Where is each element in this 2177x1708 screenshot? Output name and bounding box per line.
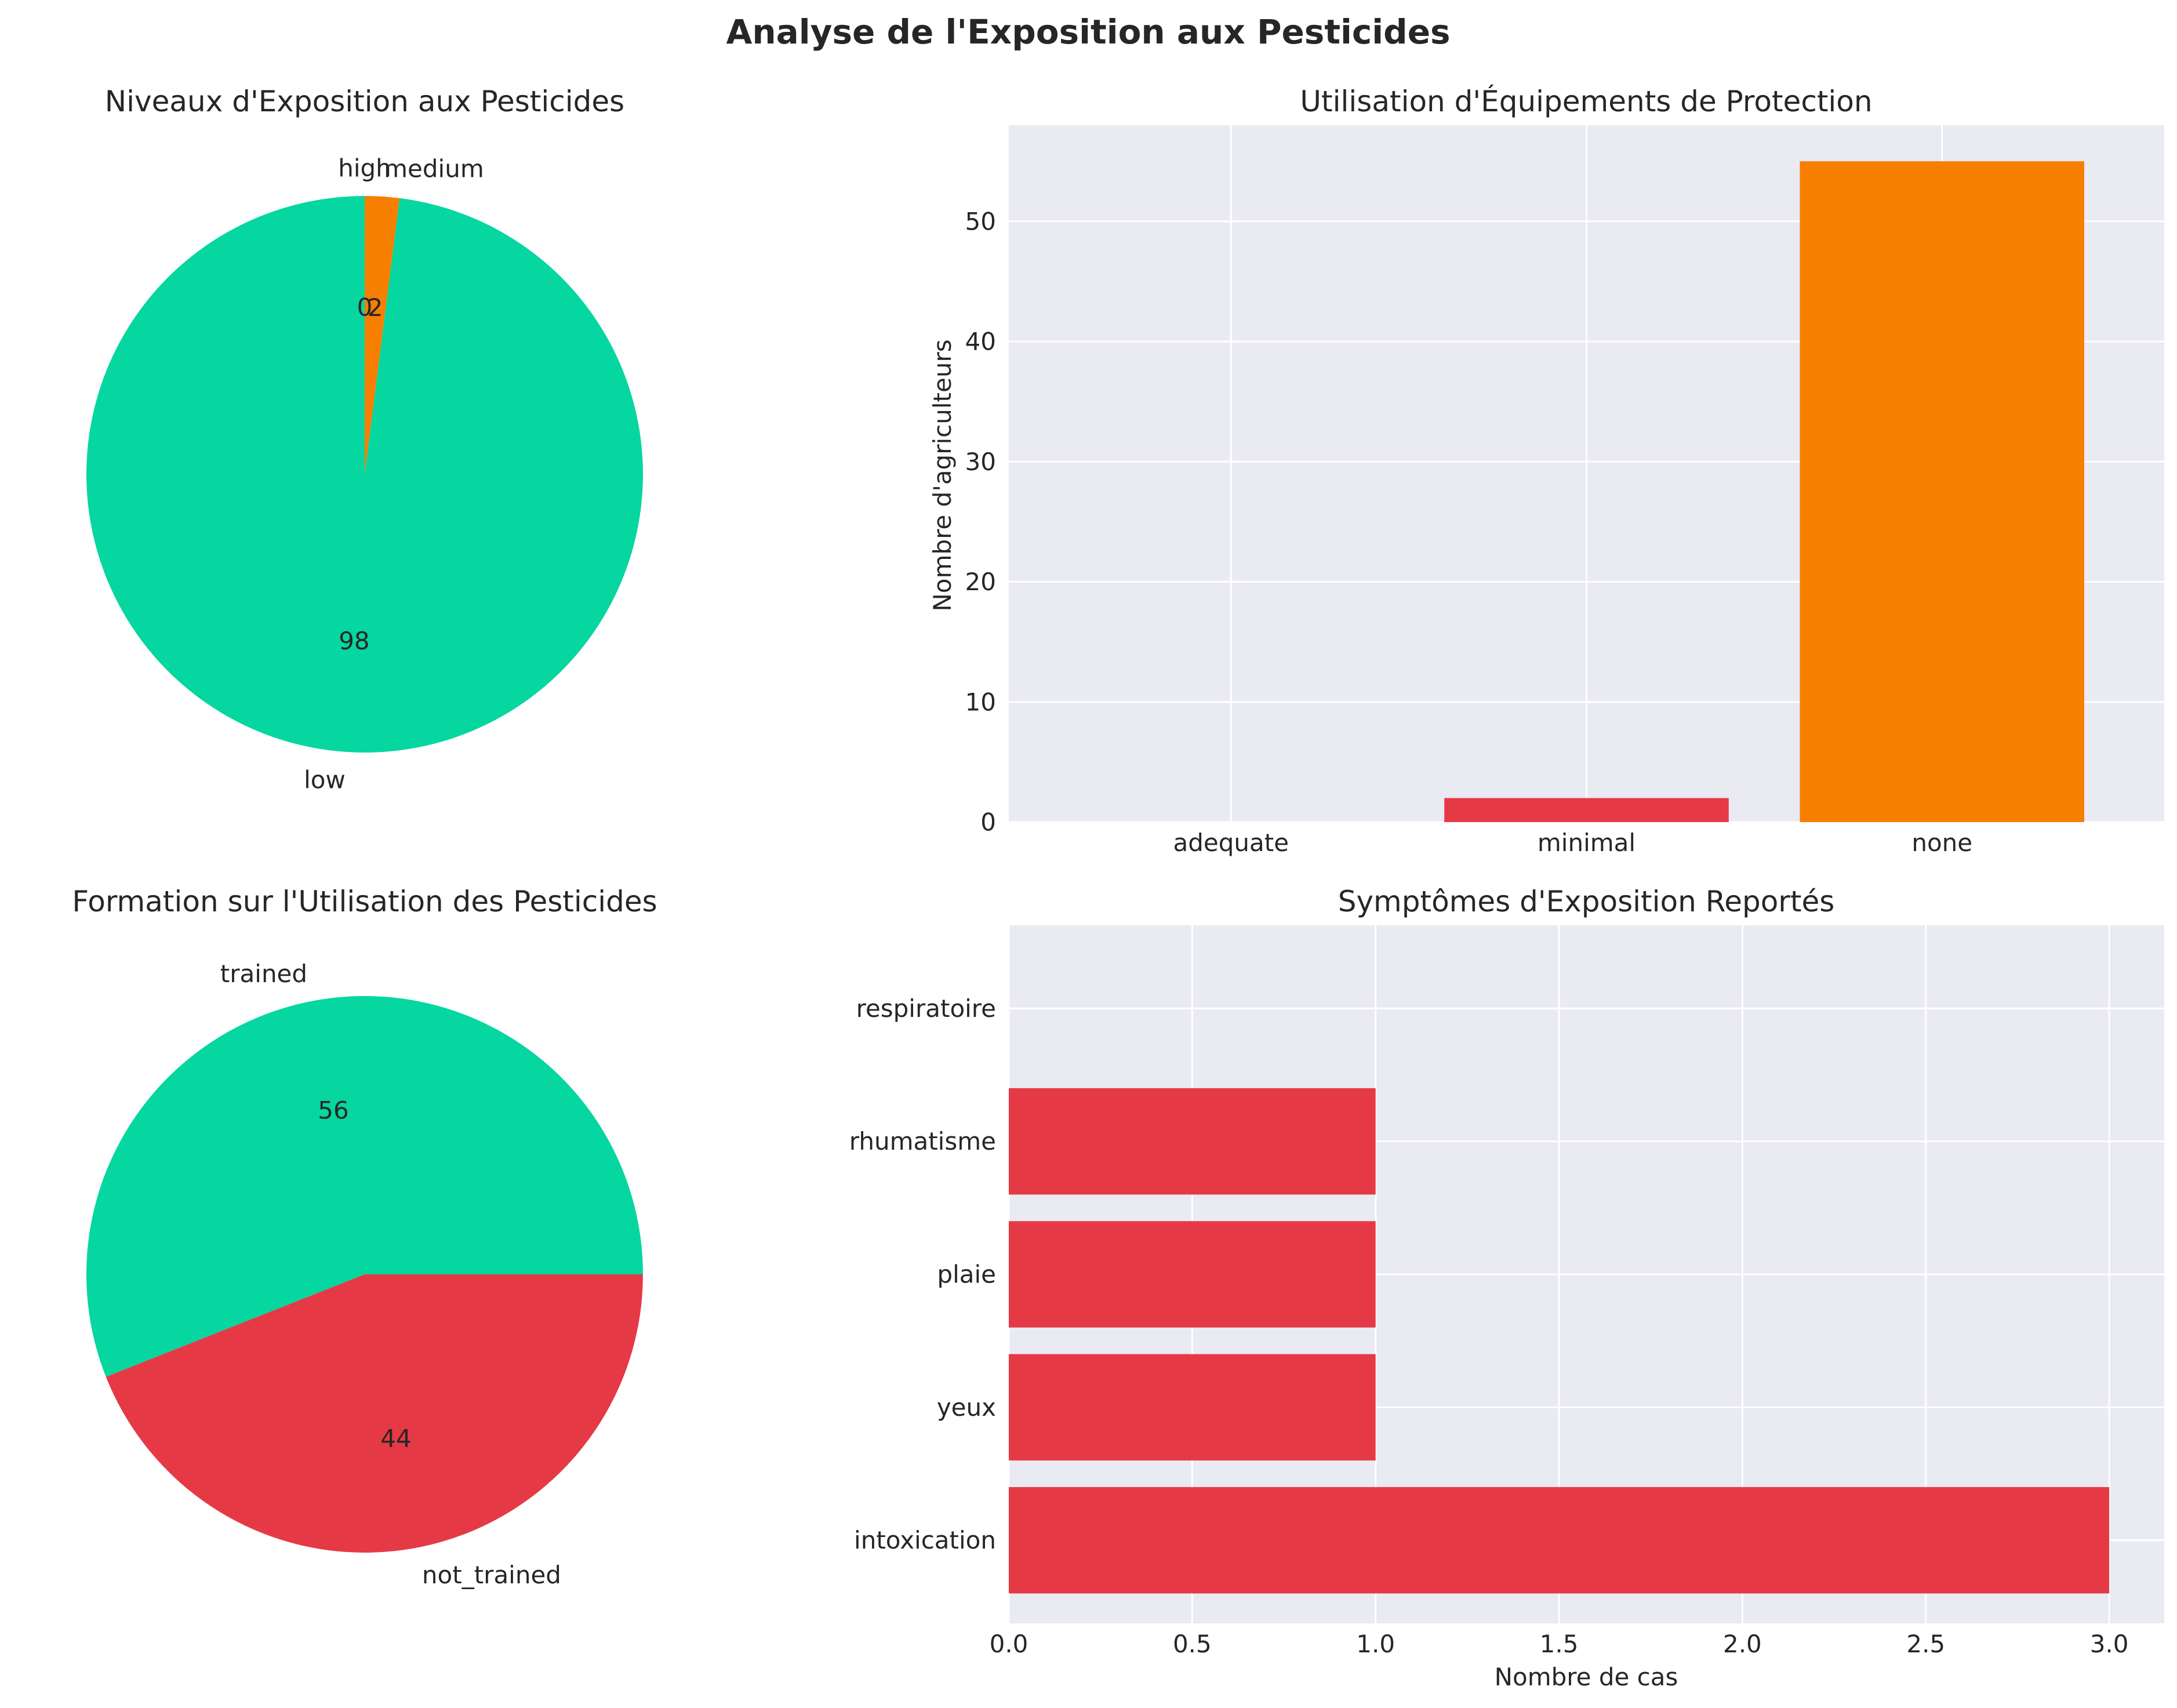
- chart4-ytick-respiratoire: respiratoire: [856, 994, 996, 1023]
- chart2-ytick: 30: [965, 448, 996, 476]
- chart4-xtick: 1.0: [1356, 1630, 1395, 1658]
- chart4-xtick: 2.0: [1723, 1630, 1762, 1658]
- chart2-xtick-adequate: adequate: [1173, 828, 1289, 857]
- chart1-label-low: low: [304, 765, 346, 794]
- chart3-slice-trained: [86, 996, 644, 1377]
- chart2-bar-minimal: [1444, 798, 1729, 822]
- chart2-ylabel: Nombre d'agriculteurs: [928, 339, 957, 611]
- chart4-bar-yeux: [1009, 1354, 1376, 1461]
- chart2-ytick: 20: [965, 568, 996, 596]
- chart4-xtick: 0.0: [990, 1630, 1028, 1658]
- chart1-label-medium: medium: [384, 155, 484, 183]
- chart1-value-medium: 2: [368, 293, 383, 322]
- chart3-label-not_trained: not_trained: [422, 1561, 561, 1589]
- training-pie-chart: Formation sur l'Utilisation des Pesticid…: [72, 885, 657, 1589]
- chart2-ytick: 50: [965, 207, 996, 235]
- chart2-ytick: 10: [965, 688, 996, 716]
- chart4-ytick-plaie: plaie: [937, 1260, 996, 1289]
- chart4-bar-plaie: [1009, 1221, 1376, 1328]
- chart4-xtick: 3.0: [2090, 1630, 2129, 1658]
- chart4-xtick: 0.5: [1173, 1630, 1212, 1658]
- chart3-title: Formation sur l'Utilisation des Pesticid…: [72, 885, 657, 918]
- chart4-xtick: 1.5: [1540, 1630, 1579, 1658]
- chart1-label-high: high: [338, 154, 391, 183]
- chart1-slice-medium: [365, 196, 400, 474]
- chart1-value-low: 98: [339, 627, 369, 655]
- chart1-value-high: 0: [357, 293, 373, 322]
- chart3-value-not_trained: 44: [380, 1424, 411, 1452]
- chart4-bar-intoxication: [1009, 1487, 2110, 1594]
- chart4-xtick: 2.5: [1906, 1630, 1945, 1658]
- chart4-ytick-intoxication: intoxication: [854, 1526, 996, 1554]
- chart4-ytick-yeux: yeux: [937, 1393, 996, 1422]
- chart2-xtick-none: none: [1911, 828, 1972, 857]
- protection-equipment-bar-chart: Utilisation d'Équipements de Protection …: [928, 84, 2164, 857]
- chart2-ytick: 40: [965, 328, 996, 356]
- chart2-ytick: 0: [980, 808, 996, 837]
- chart4-title: Symptômes d'Exposition Reportés: [1338, 885, 1835, 918]
- chart2-xtick-minimal: minimal: [1538, 828, 1636, 857]
- chart1-title: Niveaux d'Exposition aux Pesticides: [105, 85, 624, 118]
- exposure-levels-pie-chart: Niveaux d'Exposition aux Pesticides low 9…: [86, 85, 643, 794]
- chart2-bar-none: [1800, 161, 2085, 823]
- chart3-label-trained: trained: [220, 960, 307, 988]
- chart4-xlabel: Nombre de cas: [1495, 1663, 1678, 1691]
- chart4-bar-rhumatisme: [1009, 1088, 1376, 1195]
- figure-title: Analyse de l'Exposition aux Pesticides: [726, 12, 1450, 52]
- chart4-ytick-rhumatisme: rhumatisme: [849, 1127, 996, 1155]
- chart3-slice-not_trained: [106, 1274, 644, 1553]
- chart2-title: Utilisation d'Équipements de Protection: [1300, 84, 1872, 118]
- chart3-value-trained: 56: [318, 1096, 348, 1125]
- symptoms-hbar-chart: Symptômes d'Exposition Reportés Nombre d…: [849, 885, 2164, 1691]
